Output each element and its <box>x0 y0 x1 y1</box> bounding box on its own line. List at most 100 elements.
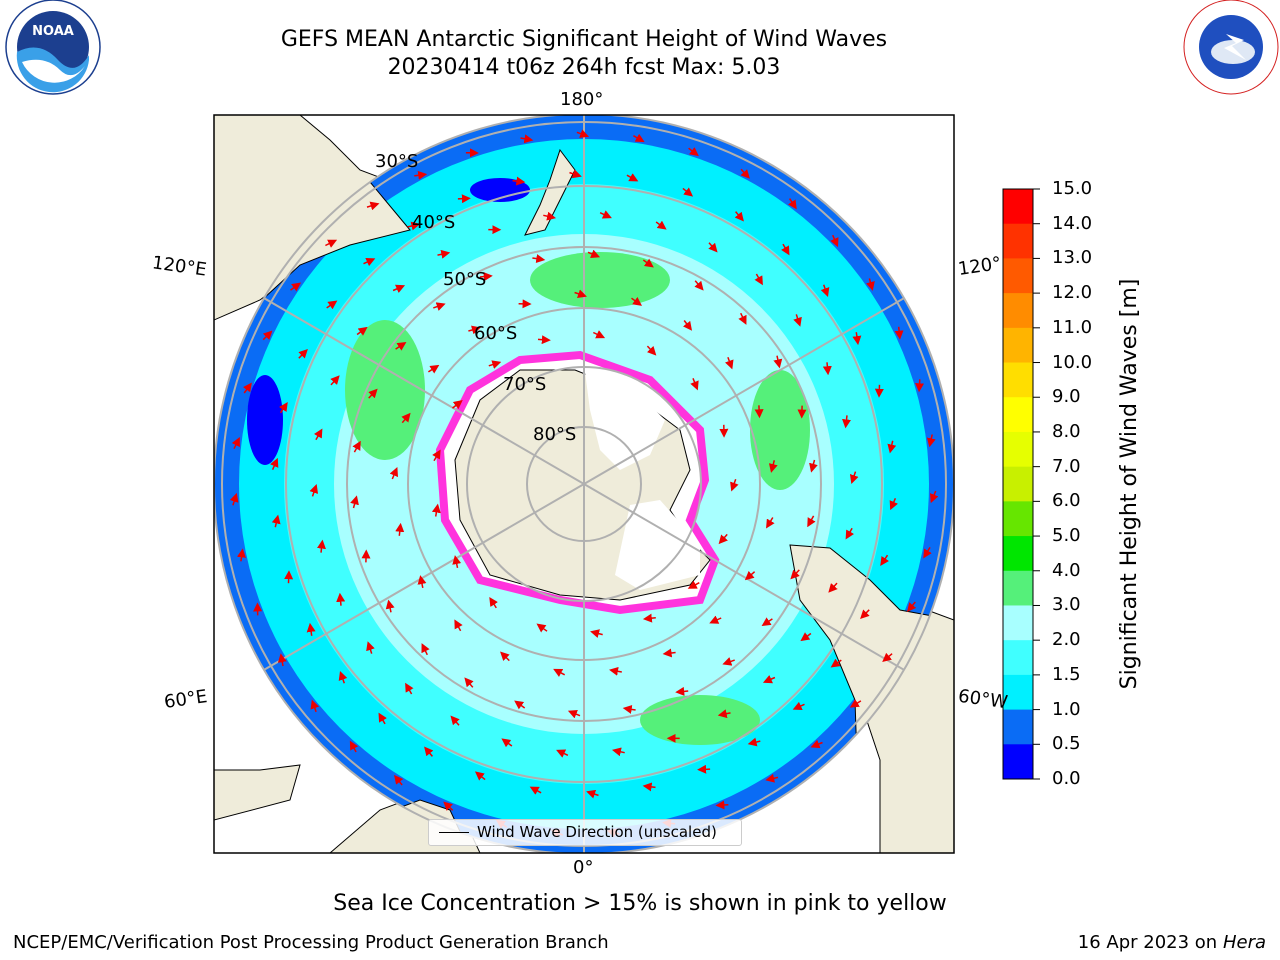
colorbar-segment <box>1003 431 1033 468</box>
map-frame <box>213 114 955 854</box>
colorbar-tick-label: 9.0 <box>1052 386 1081 408</box>
wave-direction-arrow <box>694 280 704 291</box>
wave-direction-arrow <box>717 709 731 719</box>
wave-direction-arrow <box>842 415 851 429</box>
wave-direction-arrow <box>633 133 645 143</box>
wave-direction-arrow <box>781 243 790 256</box>
wave-direction-arrow <box>242 382 252 394</box>
wave-direction-arrow <box>599 210 612 219</box>
wave-direction-arrow <box>501 738 513 748</box>
footer-credit: NCEP/EMC/Verification Post Processing Pr… <box>13 932 609 953</box>
wave-direction-arrow <box>479 272 493 282</box>
wave-direction-arrow <box>433 302 446 311</box>
wave-direction-arrow <box>725 356 734 370</box>
wave-direction-arrow <box>887 440 897 454</box>
wave-direction-arrow <box>894 326 904 340</box>
wave-direction-arrow <box>790 569 800 580</box>
wave-direction-arrow <box>306 622 316 636</box>
wave-direction-arrow <box>431 503 441 517</box>
lat-label-30s: 30°S <box>375 151 419 172</box>
wave-direction-arrow <box>405 682 414 695</box>
wave-direction-arrow <box>852 332 862 346</box>
wave-direction-arrow <box>313 428 323 441</box>
wave-direction-arrow <box>592 330 606 339</box>
wave-direction-arrow <box>697 764 711 774</box>
wave-direction-arrow <box>761 617 773 627</box>
wave-direction-arrow <box>766 517 775 529</box>
wave-direction-arrow <box>687 580 700 589</box>
colorbar-tick-label: 0.5 <box>1052 733 1081 755</box>
wave-direction-arrow <box>395 522 405 536</box>
wave-direction-arrow <box>708 242 718 253</box>
wave-direction-arrow <box>512 176 526 186</box>
wave-direction-arrow <box>642 258 654 268</box>
wave-direction-arrow <box>574 289 587 299</box>
wave-direction-arrow <box>709 615 722 624</box>
wave-direction-arrow <box>349 740 359 753</box>
colorbar-segment <box>1003 605 1033 641</box>
svg-text:NOAA: NOAA <box>32 24 74 39</box>
colorbar-tick-label: 1.5 <box>1052 663 1081 685</box>
wave-direction-arrow <box>866 278 875 291</box>
wave-direction-arrow <box>532 254 546 264</box>
wave-direction-arrow <box>586 789 599 799</box>
wave-direction-arrow <box>688 147 699 157</box>
wave-direction-arrow <box>270 457 279 471</box>
wave-direction-arrow <box>229 492 239 506</box>
wave-direction-arrow <box>401 412 411 424</box>
wave-direction-arrow <box>860 609 870 620</box>
colorbar-segment <box>1003 570 1033 606</box>
wave-direction-arrow <box>569 169 582 179</box>
wave-direction-arrow <box>715 800 729 810</box>
wave-direction-arrow <box>317 539 326 553</box>
sea-ice-note: Sea Ice Concentration > 15% is shown in … <box>333 891 947 916</box>
wave-direction-arrow <box>489 596 498 609</box>
wave-direction-arrow <box>800 632 812 642</box>
wave-direction-arrow <box>350 495 359 509</box>
wave-direction-arrow <box>290 282 302 292</box>
wave-direction-arrow <box>830 658 842 668</box>
colorbar-tick-label: 4.0 <box>1052 559 1081 581</box>
colorbar-tick-label: 13.0 <box>1052 247 1093 269</box>
wave-direction-arrow <box>822 362 832 376</box>
lat-label-50s: 50°S <box>443 269 487 290</box>
wave-direction-arrow <box>923 547 932 559</box>
map-subtitle: 20230414 t06z 264h fcst Max: 5.03 <box>387 55 781 80</box>
colorbar-tick-label: 1.0 <box>1052 698 1081 720</box>
colorbar-tick-label: 14.0 <box>1052 212 1093 234</box>
wave-direction-arrow <box>385 599 395 613</box>
wave-direction-arrow <box>389 467 399 480</box>
wave-direction-arrow <box>754 273 763 286</box>
map-panel <box>214 115 954 853</box>
wave-direction-arrow <box>417 575 427 589</box>
wave-direction-arrow <box>553 668 566 677</box>
wave-direction-arrow <box>730 479 739 492</box>
colorbar-tick-label: 2.0 <box>1052 629 1081 651</box>
wave-direction-arrow <box>587 249 601 258</box>
colorbar-segment <box>1003 258 1033 294</box>
wave-direction-arrow <box>537 335 551 345</box>
wave-direction-arrow <box>363 257 376 267</box>
colorbar-tick-label: 12.0 <box>1052 282 1093 304</box>
wave-direction-arrow <box>452 400 463 410</box>
wave-direction-arrow <box>622 704 636 714</box>
wave-direction-arrow <box>421 643 430 656</box>
lon-label-0: 0° <box>573 857 594 878</box>
wave-direction-arrow <box>424 746 434 757</box>
footer-date-text: 16 Apr 2023 on <box>1077 932 1223 953</box>
wave-direction-arrow <box>356 326 368 336</box>
colorbar-segment <box>1003 674 1033 711</box>
wave-direction-arrow <box>231 437 240 450</box>
wave-direction-arrow <box>520 134 534 144</box>
wave-direction-arrow <box>394 774 404 786</box>
footer-date: 16 Apr 2023 on Hera <box>1078 932 1266 953</box>
colorbar-segment <box>1003 189 1033 225</box>
noaa-logo: NOAA <box>5 0 101 95</box>
map-title: GEFS MEAN Antarctic Significant Height o… <box>280 27 888 52</box>
wave-direction-arrow <box>722 657 735 666</box>
wave-direction-arrow <box>662 648 676 658</box>
colorbar-tick-label: 5.0 <box>1052 525 1081 547</box>
wave-direction-arrow <box>675 686 689 696</box>
nws-logo <box>1183 0 1279 95</box>
wave-direction-arrow <box>336 592 346 606</box>
